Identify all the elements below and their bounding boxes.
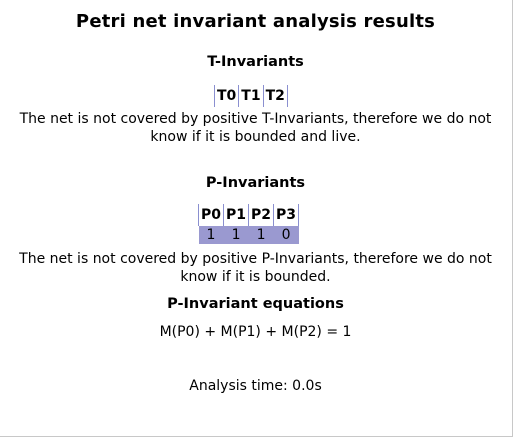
page-title: Petri net invariant analysis results <box>75 11 436 32</box>
p-invariants-header-row: P0 P1 P2 P3 <box>197 204 300 226</box>
p-invariant-cell: 0 <box>273 226 299 244</box>
t-invariants-column-header: T0 <box>213 85 240 107</box>
t-invariants-column-header: T2 <box>262 85 288 107</box>
p-invariants-table: P0 P1 P2 P3 1 1 1 0 <box>197 204 300 244</box>
p-invariants-message-line-2: know if it is bounded. <box>180 269 331 285</box>
analysis-time: Analysis time: 0.0s <box>189 378 322 394</box>
t-invariants-table: T0 T1 T2 <box>213 85 288 107</box>
t-invariants-column-header: T1 <box>238 85 264 107</box>
p-invariants-column-header: P1 <box>223 204 250 226</box>
p-invariant-equation: M(P0) + M(P1) + M(P2) = 1 <box>159 324 352 340</box>
p-invariants-column-header: P0 <box>197 204 225 226</box>
t-invariants-message-line-1: The net is not covered by positive T-Inv… <box>19 111 492 127</box>
p-invariants-heading: P-Invariants <box>205 175 306 191</box>
p-invariant-cell: 1 <box>248 226 274 244</box>
p-invariants-column-header: P2 <box>248 204 275 226</box>
p-invariant-cell: 1 <box>223 226 249 244</box>
p-invariants-column-header: P3 <box>273 204 300 226</box>
p-invariants-message-line-1: The net is not covered by positive P-Inv… <box>19 251 492 267</box>
p-invariant-equations-heading: P-Invariant equations <box>167 296 344 312</box>
p-invariant-cell: 1 <box>198 226 224 244</box>
table-row: 1 1 1 0 <box>198 226 299 244</box>
t-invariants-message-line-2: know if it is bounded and live. <box>150 129 361 145</box>
t-invariants-header-row: T0 T1 T2 <box>213 85 288 107</box>
t-invariants-heading: T-Invariants <box>207 54 304 70</box>
